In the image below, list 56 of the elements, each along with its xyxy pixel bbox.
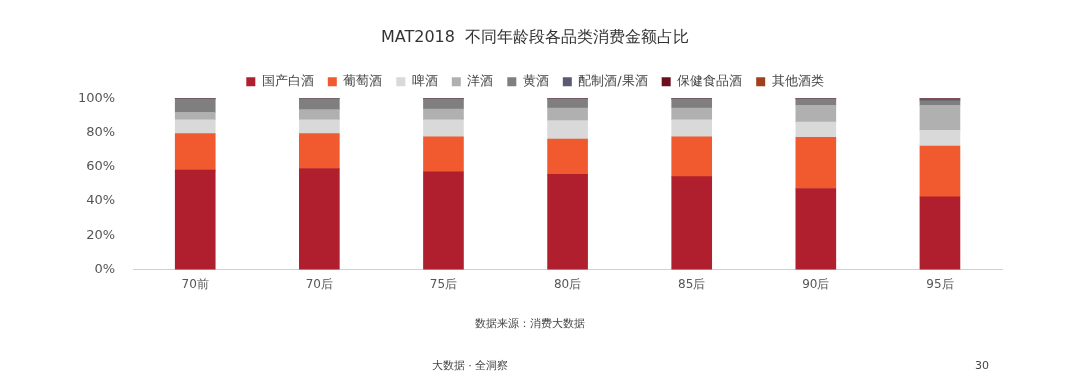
bar bbox=[299, 109, 340, 121]
bar bbox=[299, 119, 340, 134]
bar bbox=[795, 121, 837, 138]
bar bbox=[547, 98, 588, 109]
x-tick-label: 75后 bbox=[429, 276, 458, 291]
bar bbox=[795, 98, 837, 106]
chart-title: MAT2018 不同年龄段各品类消费金额占比 bbox=[380, 26, 690, 46]
text: 30 bbox=[975, 358, 989, 372]
x-tick-label: 90后 bbox=[802, 276, 830, 291]
x-tick-label: 80后 bbox=[553, 276, 582, 291]
bar bbox=[795, 137, 837, 189]
y-tick-label: 100% bbox=[77, 89, 116, 105]
bar bbox=[423, 98, 464, 110]
bar bbox=[919, 104, 961, 131]
bar bbox=[547, 173, 588, 270]
bar bbox=[423, 119, 464, 138]
legend-label: 啤酒 bbox=[411, 73, 438, 89]
bar bbox=[919, 129, 961, 147]
legend-label: 配制酒/果酒 bbox=[578, 73, 648, 89]
x-tick-label: 85后 bbox=[678, 276, 706, 291]
y-tick-label: 20% bbox=[86, 226, 116, 242]
bar bbox=[671, 136, 713, 178]
bar bbox=[671, 176, 713, 270]
bar bbox=[671, 98, 713, 109]
y-tick-label: 60% bbox=[86, 158, 116, 174]
bar bbox=[299, 133, 340, 169]
bar bbox=[671, 119, 713, 138]
bar bbox=[919, 196, 961, 270]
y-tick-label: 80% bbox=[86, 123, 116, 139]
legend-label: 黄酒 bbox=[522, 73, 549, 89]
legend-label: 葡萄酒 bbox=[343, 73, 383, 89]
legend-label: 洋酒 bbox=[467, 73, 494, 89]
bar bbox=[174, 169, 216, 270]
bar bbox=[423, 136, 464, 173]
bar bbox=[174, 98, 216, 113]
text: 大数据 · 全洞察 bbox=[431, 358, 509, 372]
bar bbox=[547, 138, 588, 175]
bar bbox=[795, 188, 837, 270]
x-tick-label: 95后 bbox=[926, 276, 954, 291]
bar bbox=[795, 104, 837, 123]
bar bbox=[299, 168, 340, 270]
legend-label: 其他酒类 bbox=[771, 73, 824, 89]
y-tick-label: 0% bbox=[94, 260, 116, 276]
x-tick-label: 70后 bbox=[305, 276, 333, 291]
bar bbox=[174, 133, 216, 171]
source-note: 数据来源：消费大数据 bbox=[475, 316, 585, 330]
y-tick-label: 40% bbox=[86, 192, 116, 208]
legend-label: 保健食品酒 bbox=[677, 73, 743, 89]
legend-label: 国产白酒 bbox=[261, 73, 314, 89]
bar bbox=[919, 145, 961, 198]
bar bbox=[547, 107, 588, 121]
bar bbox=[547, 120, 588, 140]
bar bbox=[174, 119, 216, 135]
bar bbox=[299, 98, 340, 111]
x-tick-label: 70前 bbox=[181, 276, 209, 291]
bar bbox=[423, 171, 464, 270]
